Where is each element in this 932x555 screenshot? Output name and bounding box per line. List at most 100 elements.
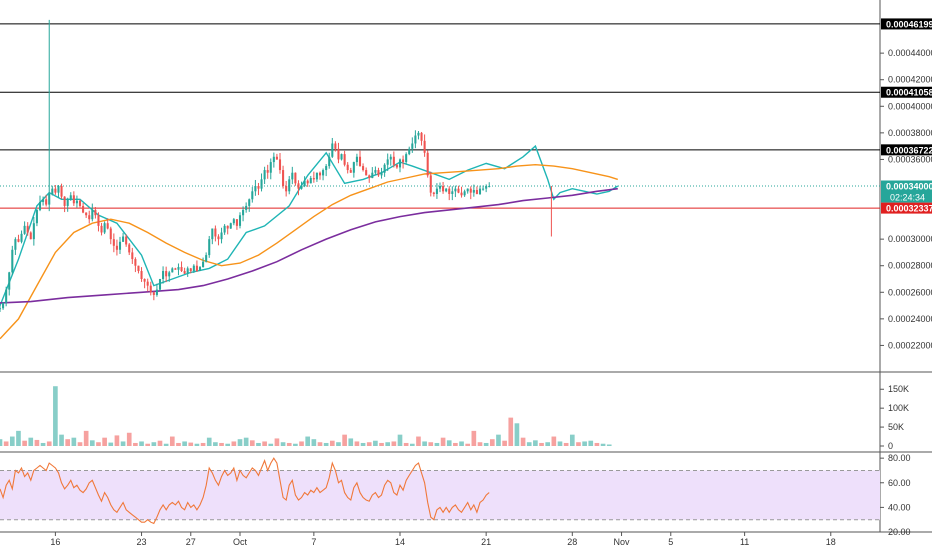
candle[interactable] <box>358 150 362 167</box>
time-axis[interactable]: 16 23 27 Oct 7 14 21 28 Nov 5 11 18 <box>50 532 836 547</box>
candle[interactable] <box>217 234 220 246</box>
candle[interactable] <box>63 196 66 213</box>
candle[interactable] <box>208 235 211 258</box>
candle[interactable] <box>451 186 454 201</box>
candle[interactable] <box>300 181 303 190</box>
candle[interactable] <box>162 266 165 284</box>
candle[interactable] <box>54 185 57 195</box>
volume-bar[interactable] <box>545 442 551 446</box>
candle[interactable] <box>475 186 478 195</box>
volume-bar[interactable] <box>89 440 95 446</box>
candle[interactable] <box>8 271 11 296</box>
volume-bar[interactable] <box>557 441 563 446</box>
candle[interactable] <box>168 270 171 282</box>
candle[interactable] <box>57 184 60 198</box>
candle[interactable] <box>192 264 195 273</box>
volume-bar[interactable] <box>34 439 40 446</box>
candle[interactable] <box>414 130 417 149</box>
volume-bar[interactable] <box>157 440 163 446</box>
volume-bar[interactable] <box>416 436 421 446</box>
candle[interactable] <box>294 172 297 186</box>
candle[interactable] <box>69 192 72 201</box>
volume-bar[interactable] <box>496 434 501 446</box>
candle[interactable] <box>432 191 435 197</box>
candle[interactable] <box>143 278 146 289</box>
volume-bar[interactable] <box>53 386 58 446</box>
volume-pane[interactable]: 150K 100K 50K 0 <box>0 384 909 451</box>
volume-bar[interactable] <box>606 444 612 446</box>
candle[interactable] <box>485 184 488 193</box>
candle[interactable] <box>389 154 392 166</box>
volume-bar[interactable] <box>231 441 237 446</box>
candle[interactable] <box>426 150 429 178</box>
candle[interactable] <box>442 181 445 194</box>
volume-bar[interactable] <box>329 440 335 446</box>
volume-bar[interactable] <box>305 436 311 446</box>
price-axis[interactable]: 0.00022000 0.00024000 0.00026000 0.00028000… <box>880 48 932 350</box>
volume-bar[interactable] <box>391 441 397 446</box>
volume-bar[interactable] <box>385 442 391 446</box>
volume-bar[interactable] <box>354 441 360 446</box>
candle[interactable] <box>42 196 45 206</box>
volume-bar[interactable] <box>77 442 83 446</box>
volume-bar[interactable] <box>188 442 194 446</box>
candle[interactable] <box>202 257 205 268</box>
volume-bar[interactable] <box>508 417 514 446</box>
candle[interactable] <box>457 185 460 194</box>
volume-bar[interactable] <box>373 440 378 446</box>
candle[interactable] <box>38 195 42 212</box>
candle[interactable] <box>223 224 226 235</box>
volume-bar[interactable] <box>262 441 267 446</box>
volume-bar[interactable] <box>323 442 329 446</box>
candle[interactable] <box>94 207 97 219</box>
volume-bar[interactable] <box>465 443 471 446</box>
candle[interactable] <box>198 265 202 272</box>
candle[interactable] <box>137 265 140 274</box>
candle[interactable] <box>312 171 315 183</box>
volume-bar[interactable] <box>102 437 107 446</box>
candle[interactable] <box>411 137 414 153</box>
volume-bar[interactable] <box>520 437 526 446</box>
volume-bar[interactable] <box>379 442 384 446</box>
volume-bar[interactable] <box>502 440 507 446</box>
candle[interactable] <box>32 216 35 246</box>
volume-bar[interactable] <box>563 442 569 446</box>
candle[interactable] <box>377 167 380 177</box>
candle[interactable] <box>288 176 291 195</box>
candle[interactable] <box>220 227 223 244</box>
candle[interactable] <box>460 186 463 198</box>
candle[interactable] <box>380 167 383 179</box>
candle[interactable] <box>303 176 306 188</box>
candle[interactable] <box>232 217 235 226</box>
candle[interactable] <box>251 186 254 203</box>
candle[interactable] <box>337 142 340 164</box>
candle[interactable] <box>429 171 432 197</box>
candle[interactable] <box>214 225 217 242</box>
candle[interactable] <box>445 188 448 193</box>
candle[interactable] <box>282 165 285 189</box>
candle[interactable] <box>408 146 411 156</box>
candle[interactable] <box>395 164 398 169</box>
candle[interactable] <box>26 222 29 236</box>
volume-bar[interactable] <box>114 435 120 446</box>
candle[interactable] <box>343 150 346 167</box>
candle[interactable] <box>466 188 469 194</box>
candle[interactable] <box>355 153 358 166</box>
volume-bar[interactable] <box>348 438 354 446</box>
volume-bar[interactable] <box>268 443 274 446</box>
volume-bar[interactable] <box>59 434 64 446</box>
volume-bar[interactable] <box>256 442 261 446</box>
candle[interactable] <box>346 162 349 174</box>
candle[interactable] <box>66 197 69 212</box>
volume-bar[interactable] <box>133 442 138 446</box>
volume-bar[interactable] <box>0 439 3 446</box>
volume-bar[interactable] <box>46 441 52 446</box>
candle[interactable] <box>115 239 118 256</box>
candle[interactable] <box>352 161 355 178</box>
volume-bar[interactable] <box>489 439 495 446</box>
candle[interactable] <box>195 260 198 272</box>
volume-bar[interactable] <box>219 442 224 446</box>
candle[interactable] <box>448 186 451 201</box>
volume-bar[interactable] <box>293 443 298 446</box>
